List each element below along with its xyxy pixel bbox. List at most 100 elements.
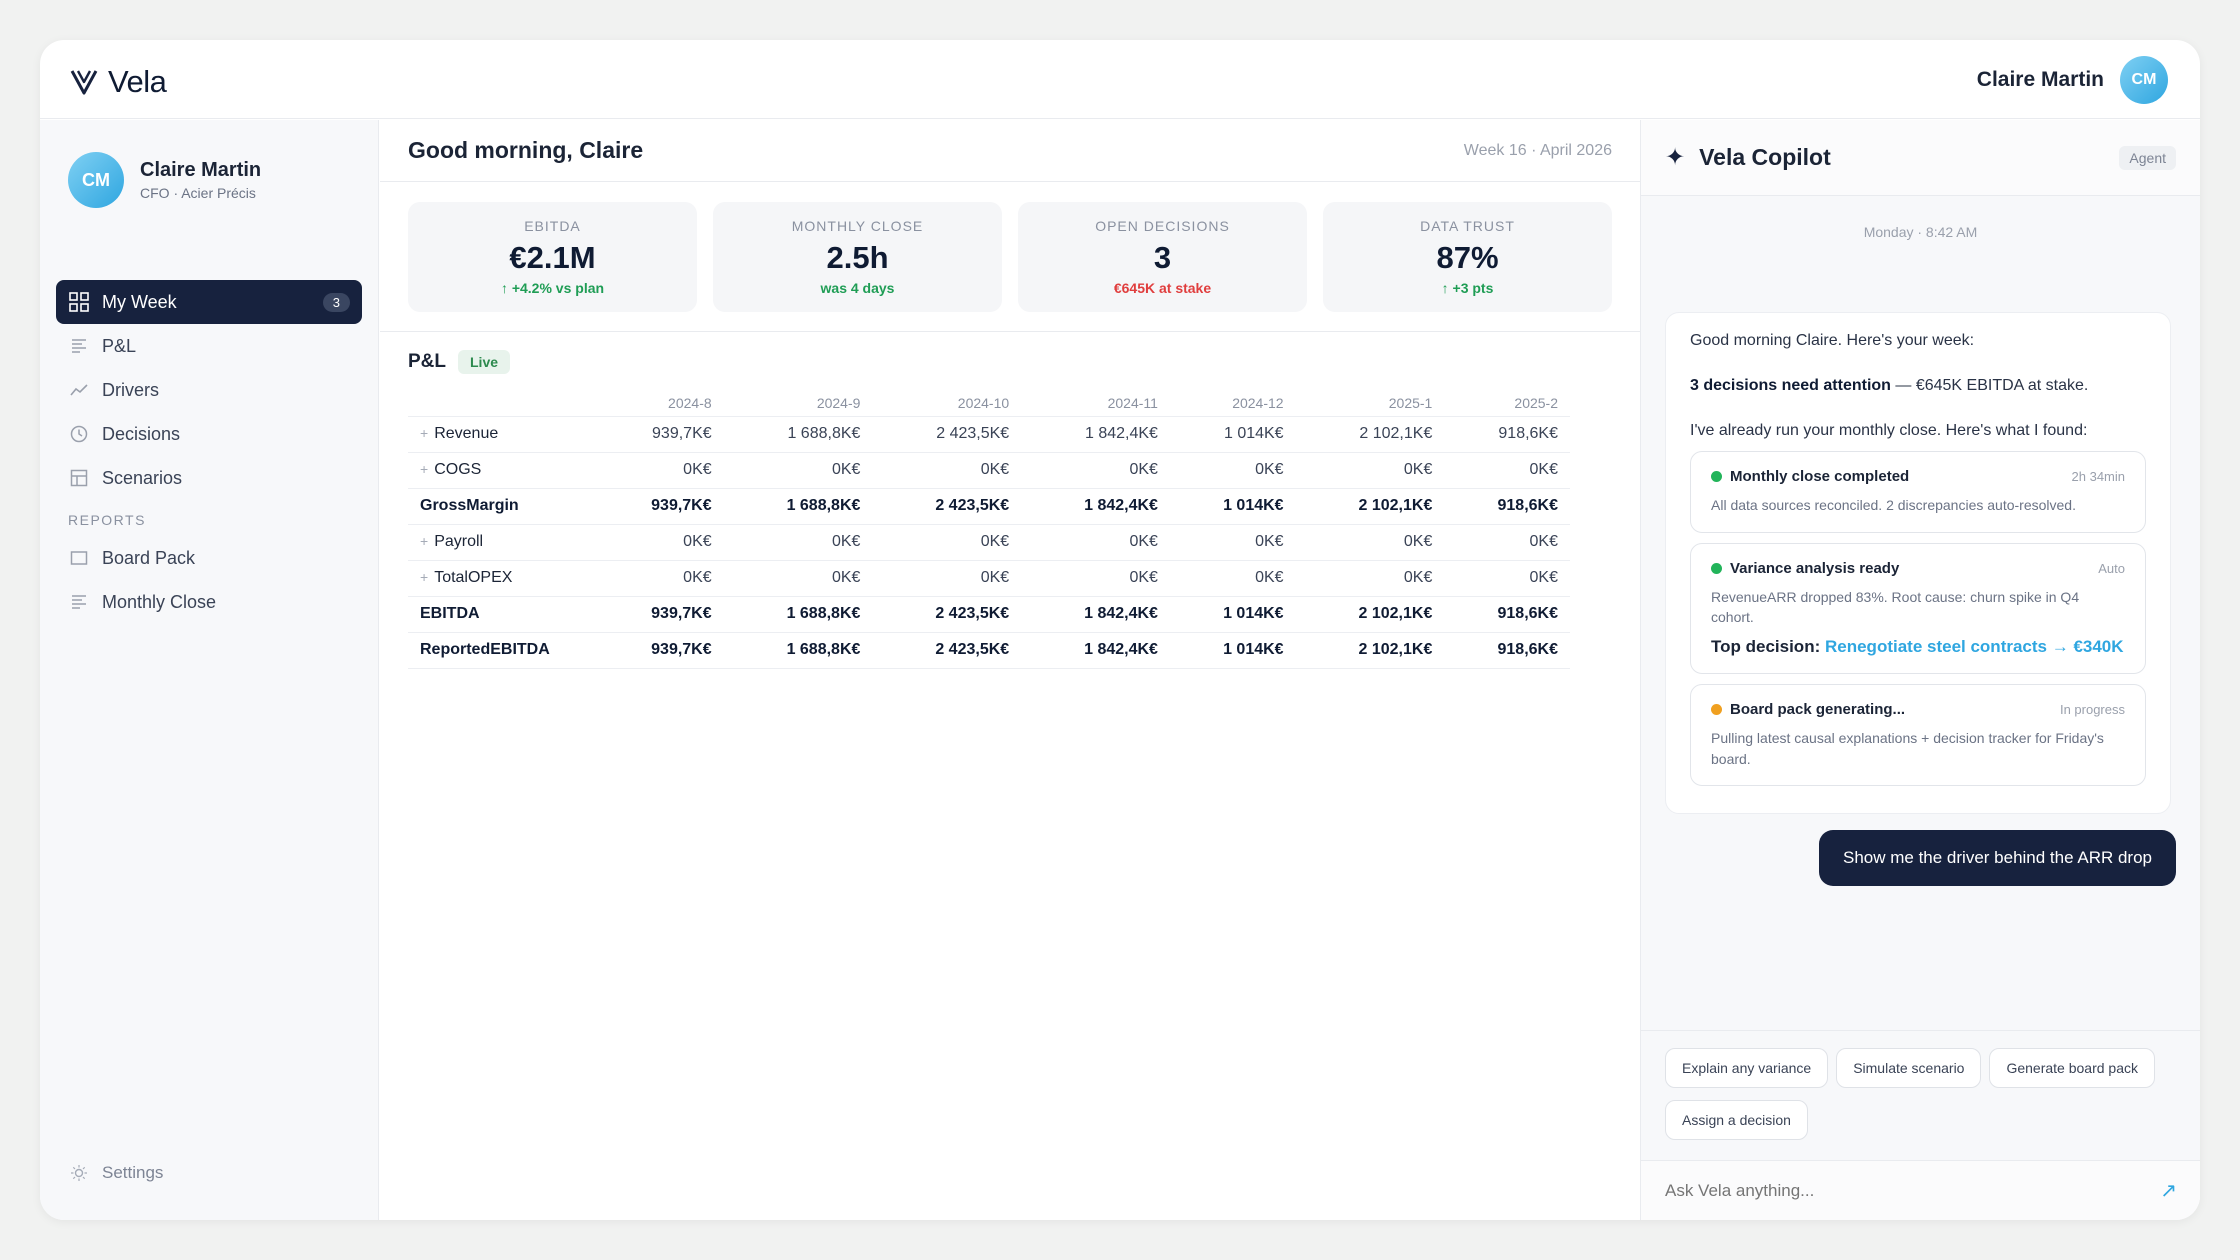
row-label-cell[interactable]: + COGS: [408, 452, 598, 489]
kpi-card-ebitda[interactable]: EBITDA €2.1M ↑ +4.2% vs plan: [408, 202, 697, 312]
top-bar: Vela Claire Martin CM: [40, 40, 2200, 119]
row-label: Revenue: [434, 425, 499, 442]
settings-link[interactable]: Settings: [68, 1162, 163, 1184]
vela-logo-icon: [70, 70, 98, 95]
expand-plus-icon[interactable]: +: [420, 533, 429, 549]
brand-name: Vela: [108, 64, 167, 99]
table-cell: 0K€: [723, 452, 873, 489]
expand-plus-icon[interactable]: +: [420, 461, 429, 477]
trend-icon: [68, 379, 90, 401]
chat-input-row: ↗: [1641, 1160, 2200, 1220]
kpi-delta: ↑ +4.2% vs plan: [500, 280, 605, 296]
expand-plus-icon[interactable]: +: [420, 425, 429, 441]
brand-logo[interactable]: Vela: [70, 64, 167, 100]
row-label-cell[interactable]: + Revenue: [408, 416, 598, 453]
kpi-label: MONTHLY CLOSE: [791, 218, 924, 234]
table-cell: 0K€: [1444, 524, 1570, 561]
sparkle-icon: ✦: [1665, 144, 1686, 171]
table-cell: 0K€: [872, 560, 1022, 597]
sidebar-item-board-pack[interactable]: Board Pack: [56, 536, 362, 580]
top-decision: Top decision: Renegotiate steel contract…: [1711, 637, 2125, 657]
pl-title: P&L: [408, 351, 446, 372]
row-label-cell[interactable]: + TotalOPEX: [408, 560, 598, 597]
table-cell: 2 102,1K€: [1295, 416, 1445, 453]
status-dot: [1711, 704, 1722, 716]
table-cell: 2 102,1K€: [1295, 596, 1445, 633]
chip-explain-variance[interactable]: Explain any variance: [1665, 1048, 1829, 1088]
top-user-menu[interactable]: Claire Martin CM: [1977, 56, 2168, 104]
expand-plus-icon[interactable]: +: [420, 569, 429, 585]
table-cell: 0K€: [872, 452, 1022, 489]
column-header: 2024-8: [598, 390, 724, 417]
main-header: Good morning, Claire Week 16 · April 202…: [380, 120, 1640, 182]
sidebar-nav: My Week 3 P&L Drivers Decisions: [56, 280, 362, 624]
avatar[interactable]: CM: [2120, 56, 2168, 104]
table-cell: 939,7K€: [598, 416, 724, 453]
column-header: 2024-11: [1021, 390, 1170, 417]
table-cell: 0K€: [598, 452, 724, 489]
sidebar-user-name: Claire Martin: [140, 159, 262, 181]
table-row[interactable]: EBITDA 939,7K€ 1 688,8K€ 2 423,5K€ 1 842,4K€…: [408, 596, 1570, 633]
table-cell: 1 014K€: [1169, 416, 1296, 453]
column-header: [408, 390, 598, 417]
main-content: Good morning, Claire Week 16 · April 202…: [380, 120, 1640, 1220]
table-cell: 0K€: [1295, 560, 1445, 597]
table-cell: 1 688,8K€: [723, 632, 873, 669]
table-cell: 1 842,4K€: [1021, 488, 1170, 525]
table-row[interactable]: + Revenue 939,7K€ 1 688,8K€ 2 423,5K€ 1 842,4…: [408, 416, 1570, 453]
table-cell: 0K€: [1021, 524, 1170, 561]
clock-icon: [68, 423, 90, 445]
sidebar-item-scenarios[interactable]: Scenarios: [56, 456, 362, 500]
chat-input[interactable]: [1665, 1180, 2161, 1201]
chip-assign-decision[interactable]: Assign a decision: [1665, 1100, 1808, 1140]
sidebar-item-drivers[interactable]: Drivers: [56, 368, 362, 412]
sidebar-item-decisions[interactable]: Decisions: [56, 412, 362, 456]
agent-badge[interactable]: Agent: [2119, 145, 2176, 170]
card-title: Board pack generating...: [1730, 701, 1906, 719]
table-row[interactable]: + TotalOPEX 0K€ 0K€ 0K€ 0K€ 0K€ 0K€ 0K€: [408, 560, 1570, 597]
sidebar-item-pl[interactable]: P&L: [56, 324, 362, 368]
table-cell: 1 842,4K€: [1021, 416, 1170, 453]
status-card-variance[interactable]: Variance analysis ready Auto RevenueARR …: [1690, 542, 2146, 675]
row-label: COGS: [434, 461, 482, 478]
kpi-value: €2.1M: [509, 240, 596, 275]
kpi-label: OPEN DECISIONS: [1095, 218, 1230, 234]
card-body: Pulling latest causal explanations + dec…: [1711, 730, 2104, 767]
card-title: Variance analysis ready: [1730, 559, 1900, 577]
table-cell: 1 688,8K€: [723, 416, 873, 453]
table-cell: 2 423,5K€: [872, 596, 1022, 633]
kpi-card-data-trust[interactable]: DATA TRUST 87% ↑ +3 pts: [1323, 202, 1612, 312]
table-cell: 0K€: [1169, 560, 1296, 597]
status-card-monthly-close[interactable]: Monthly close completed 2h 34min All dat…: [1690, 451, 2146, 533]
column-header: 2024-10: [872, 390, 1022, 417]
table-icon: [68, 467, 90, 489]
table-row[interactable]: ReportedEBITDA 939,7K€ 1 688,8K€ 2 423,5K€ 1…: [408, 632, 1570, 669]
table-cell: 918,6K€: [1444, 416, 1570, 453]
kpi-label: DATA TRUST: [1420, 218, 1515, 234]
sidebar-item-my-week[interactable]: My Week 3: [56, 280, 362, 324]
table-row[interactable]: + Payroll 0K€ 0K€ 0K€ 0K€ 0K€ 0K€ 0K€: [408, 524, 1570, 561]
table-cell: 0K€: [723, 560, 873, 597]
kpi-card-monthly-close[interactable]: MONTHLY CLOSE 2.5h was 4 days: [713, 202, 1002, 312]
decision-link[interactable]: Renegotiate steel contracts → €340K: [1824, 637, 2124, 657]
sidebar-item-label: P&L: [102, 335, 137, 356]
sidebar-item-monthly-close[interactable]: Monthly Close: [56, 580, 362, 624]
table-cell: 939,7K€: [598, 596, 724, 633]
chip-generate-board-pack[interactable]: Generate board pack: [1989, 1048, 2155, 1088]
status-card-board-pack[interactable]: Board pack generating... In progress Pul…: [1690, 684, 2146, 786]
row-label: GrossMargin: [420, 497, 519, 514]
user-message: Show me the driver behind the ARR drop: [1818, 830, 2176, 886]
table-cell: 0K€: [723, 524, 873, 561]
row-label: ReportedEBITDA: [420, 641, 550, 658]
send-arrow-icon[interactable]: ↗: [2160, 1180, 2177, 1202]
row-label-cell[interactable]: + Payroll: [408, 524, 598, 561]
table-row[interactable]: GrossMargin 939,7K€ 1 688,8K€ 2 423,5K€ 1 84…: [408, 488, 1570, 525]
card-meta: 2h 34min: [2071, 469, 2125, 485]
sidebar: CM Claire Martin CFO · Acier Précis My W…: [40, 120, 379, 1220]
count-badge: 3: [322, 292, 350, 312]
chip-simulate-scenario[interactable]: Simulate scenario: [1836, 1048, 1982, 1088]
list-icon: [68, 591, 90, 613]
table-cell: 0K€: [872, 524, 1022, 561]
kpi-card-open-decisions[interactable]: OPEN DECISIONS 3 €645K at stake: [1018, 202, 1307, 312]
table-row[interactable]: + COGS 0K€ 0K€ 0K€ 0K€ 0K€ 0K€ 0K€: [408, 452, 1570, 489]
